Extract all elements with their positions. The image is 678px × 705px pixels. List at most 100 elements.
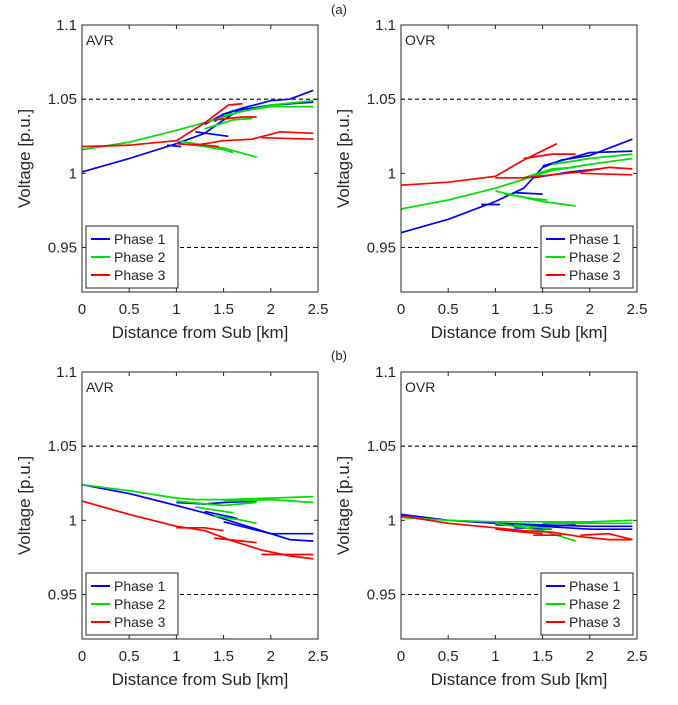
series-line [214, 515, 257, 525]
series-line [580, 532, 633, 541]
y-tick-label: 1.05 [367, 438, 396, 455]
series-line [400, 515, 633, 541]
series-line [81, 483, 314, 501]
y-axis-label: Voltage [p.u.] [334, 109, 353, 208]
chart-2: 0 0.5 1 1.5 2 2.5 0.95 1 1.05 1.1 Distance from Su… [334, 17, 647, 342]
x-tick-label: 0 [78, 648, 86, 665]
y-tick-label: 1.1 [56, 17, 77, 34]
y-tick-label: 1 [388, 512, 396, 529]
series-line [214, 537, 257, 544]
x-tick-label: 1.5 [532, 648, 553, 665]
y-tick-label: 1 [69, 512, 77, 529]
series-line [223, 99, 314, 117]
x-axis-label: Distance from Sub [km] [431, 323, 608, 342]
x-tick-label: 0 [397, 648, 405, 665]
chart-corner-label: OVR [405, 32, 435, 48]
x-tick-label: 1.5 [213, 301, 234, 318]
axes-frame [81, 24, 319, 293]
legend-label: Phase 3 [114, 614, 166, 630]
series-line [195, 130, 229, 138]
series-line [81, 102, 243, 148]
series-line [495, 522, 576, 542]
series-2 [81, 483, 314, 525]
series-line [166, 144, 182, 148]
axes-frame [400, 24, 638, 293]
series-3 [400, 515, 633, 541]
y-axis-label: Voltage [p.u.] [15, 456, 34, 555]
legend-label: Phase 2 [114, 596, 166, 612]
x-axis-label: Distance from Sub [km] [431, 670, 608, 689]
series-1 [400, 138, 633, 234]
legend-label: Phase 2 [569, 249, 621, 265]
legend-label: Phase 1 [569, 578, 621, 594]
y-axis-label: Voltage [p.u.] [15, 109, 34, 208]
x-tick-label: 2 [586, 301, 594, 318]
series-line [176, 526, 224, 532]
x-tick-label: 2 [267, 301, 275, 318]
series-line [523, 166, 576, 179]
panel-label-a: (a) [331, 2, 347, 17]
series-1 [81, 483, 314, 542]
series-3 [400, 142, 633, 187]
y-tick-label: 1.05 [48, 438, 77, 455]
x-tick-label: 0.5 [438, 648, 459, 665]
legend: Phase 1 Phase 2 Phase 3 [540, 572, 634, 636]
x-tick-label: 2.5 [627, 301, 648, 318]
legend: Phase 1 Phase 2 Phase 3 [540, 225, 634, 289]
y-tick-label: 1.1 [375, 364, 396, 381]
series-line [495, 528, 543, 535]
chart-3: 0 0.5 1 1.5 2 2.5 0.95 1 1.05 1.1 Distance from Su… [15, 364, 328, 689]
series-line [223, 498, 314, 504]
x-axis-label: Distance from Sub [km] [112, 670, 289, 689]
legend-label: Phase 3 [569, 267, 621, 283]
x-tick-label: 1 [491, 301, 499, 318]
panel-label-b: (b) [331, 348, 347, 363]
y-tick-label: 1 [69, 165, 77, 182]
legend-label: Phase 1 [569, 231, 621, 247]
chart-corner-label: OVR [405, 379, 435, 395]
series-line [204, 510, 239, 520]
x-tick-label: 0.5 [119, 301, 140, 318]
chart-corner-label: AVR [86, 379, 114, 395]
series-line [514, 191, 543, 195]
series-line [542, 525, 633, 531]
series-line [81, 500, 314, 560]
series-line [195, 144, 234, 154]
series-3 [81, 102, 314, 148]
legend-label: Phase 1 [114, 578, 166, 594]
charts: 0 0.5 1 1.5 2 2.5 0.95 1 1.05 1.1 Distance from Su… [15, 17, 647, 689]
series-line [523, 153, 576, 160]
legend-label: Phase 3 [569, 614, 621, 630]
y-tick-label: 1.1 [56, 364, 77, 381]
x-tick-label: 0.5 [119, 648, 140, 665]
legend-label: Phase 2 [569, 596, 621, 612]
series-2 [400, 153, 633, 210]
x-tick-label: 2 [586, 648, 594, 665]
series-line [495, 166, 633, 179]
x-tick-label: 1 [172, 648, 180, 665]
series-line [400, 138, 633, 234]
x-tick-label: 0.5 [438, 301, 459, 318]
x-tick-label: 2 [267, 648, 275, 665]
series-line [176, 139, 257, 158]
y-tick-label: 1.05 [367, 91, 396, 108]
x-tick-label: 2.5 [308, 301, 329, 318]
chart-corner-label: AVR [86, 32, 114, 48]
series-line [542, 150, 633, 167]
x-tick-label: 0 [397, 301, 405, 318]
series-line [81, 89, 314, 173]
x-tick-label: 1.5 [213, 648, 234, 665]
series-line [551, 153, 633, 166]
x-tick-label: 0 [78, 301, 86, 318]
series-line [400, 516, 633, 523]
axes-frame [81, 371, 319, 640]
x-tick-label: 1 [172, 301, 180, 318]
y-tick-label: 0.95 [48, 587, 77, 604]
legend: Phase 1 Phase 2 Phase 3 [85, 225, 179, 289]
y-tick-label: 0.95 [367, 587, 396, 604]
series-line [195, 506, 234, 514]
y-axis-label: Voltage [p.u.] [334, 456, 353, 555]
x-tick-label: 1.5 [532, 301, 553, 318]
axes-frame [400, 371, 638, 640]
